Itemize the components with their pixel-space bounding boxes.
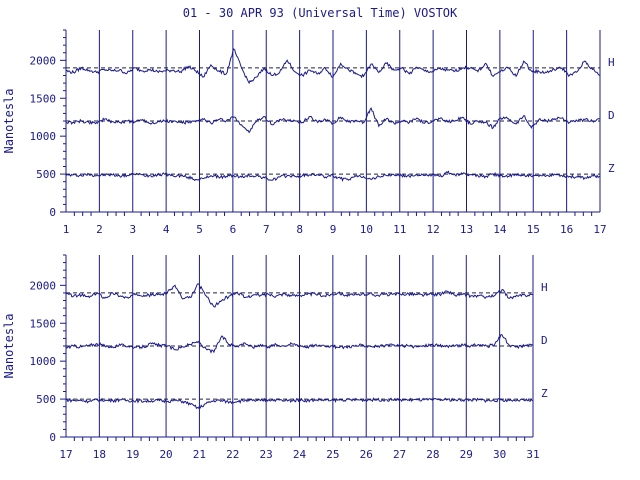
panel-1-x-tick-label: 3 <box>129 223 136 236</box>
panel-1-x-tick-label: 1 <box>63 223 70 236</box>
panel-1-x-tick-label: 4 <box>163 223 170 236</box>
panel-1-d-trace <box>65 107 600 134</box>
panel-2-x-tick-label: 20 <box>159 448 172 461</box>
panel-1-y-tick-label: 500 <box>36 168 56 181</box>
panel-1-x-tick-label: 13 <box>460 223 473 236</box>
panel-2-x-tick-label: 22 <box>226 448 239 461</box>
panel-1-x-tick-label: 6 <box>230 223 237 236</box>
panel-1-x-tick-label: 16 <box>560 223 573 236</box>
panel-2-x-tick-label: 17 <box>59 448 72 461</box>
panel-2-x-tick-label: 30 <box>493 448 506 461</box>
panel-2-d-trace <box>65 334 534 354</box>
panel-2-x-tick-label: 19 <box>126 448 139 461</box>
panel-1-y-tick-label: 0 <box>49 206 56 219</box>
panel-1-z-trace <box>65 170 601 182</box>
panel-2-h-label: H <box>541 281 548 294</box>
panel-1-x-tick-label: 10 <box>360 223 373 236</box>
panel-1-x-tick-label: 7 <box>263 223 270 236</box>
panel-2-x-tick-label: 21 <box>193 448 206 461</box>
panel-2-y-tick-label: 0 <box>49 431 56 444</box>
panel-2-x-tick-label: 24 <box>293 448 307 461</box>
panel-1-x-tick-label: 14 <box>493 223 507 236</box>
panel-2-x-tick-label: 23 <box>260 448 273 461</box>
panel-2-y-tick-label: 1500 <box>30 317 57 330</box>
panel-1-h-trace <box>65 48 601 85</box>
panel-1-x-tick-label: 11 <box>393 223 406 236</box>
panel-1-y-tick-label: 1500 <box>30 92 57 105</box>
panel-1-h-label: H <box>608 56 615 69</box>
panel-2-y-tick-label: 500 <box>36 393 56 406</box>
panel-1-z-label: Z <box>608 162 615 175</box>
panel-2-x-tick-label: 26 <box>360 448 373 461</box>
panel-2-z-label: Z <box>541 387 548 400</box>
panel-2-x-tick-label: 31 <box>526 448 539 461</box>
panel-2-x-tick-label: 28 <box>426 448 439 461</box>
panel-2-x-tick-label: 18 <box>93 448 106 461</box>
panel-2-z-trace <box>65 397 534 410</box>
panel-1-x-tick-label: 9 <box>330 223 337 236</box>
panel-2-x-tick-label: 25 <box>326 448 339 461</box>
panel-1-y-axis-label: Nanotesla <box>2 88 16 153</box>
panel-2-x-tick-label: 29 <box>460 448 473 461</box>
panel-1-d-label: D <box>608 109 615 122</box>
panel-1-x-tick-label: 15 <box>527 223 540 236</box>
panel-1-x-tick-label: 17 <box>593 223 606 236</box>
panel-2-y-axis-label: Nanotesla <box>2 313 16 378</box>
panel-1-y-tick-label: 1000 <box>30 130 57 143</box>
panel-2-x-tick-label: 27 <box>393 448 406 461</box>
panel-1-x-tick-label: 5 <box>196 223 203 236</box>
panel-2-h-trace <box>65 283 534 308</box>
panel-1-y-tick-label: 2000 <box>30 54 57 67</box>
panel-1-x-tick-label: 2 <box>96 223 103 236</box>
panel-2-d-label: D <box>541 334 548 347</box>
panel-1-x-tick-label: 8 <box>296 223 303 236</box>
panel-2-y-tick-label: 2000 <box>30 279 57 292</box>
panel-1-x-tick-label: 12 <box>427 223 440 236</box>
chart-title: 01 - 30 APR 93 (Universal Time) VOSTOK <box>182 6 458 20</box>
panel-2-y-tick-label: 1000 <box>30 355 57 368</box>
